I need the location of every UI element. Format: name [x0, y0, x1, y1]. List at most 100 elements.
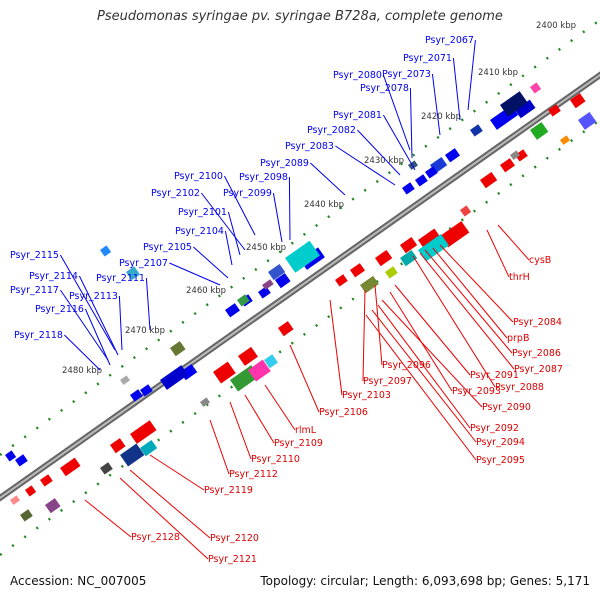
leader-line: [357, 129, 401, 176]
gene-label-reverse: Psyr_2121: [208, 554, 257, 565]
gene-label-forward: Psyr_2099: [223, 188, 272, 199]
leader-line: [409, 87, 413, 159]
gene-glyph: [140, 384, 153, 397]
gene-glyph: [257, 286, 271, 299]
leader-line: [371, 309, 477, 443]
gene-glyph: [100, 245, 112, 257]
leader-line: [84, 308, 111, 366]
kbp-label: 2430 kbp: [364, 156, 404, 166]
gene-glyph: [237, 346, 258, 366]
gene-label-forward: Psyr_2078: [360, 83, 409, 94]
gene-label-forward: Psyr_2083: [285, 141, 334, 152]
gene-glyph: [509, 150, 520, 160]
gene-label-reverse: Psyr_2094: [476, 437, 525, 448]
gene-label-reverse: Psyr_2110: [251, 454, 300, 465]
gene-glyph: [237, 294, 250, 307]
gene-label-forward: Psyr_2067: [425, 35, 474, 46]
gene-label-forward: Psyr_2117: [10, 285, 59, 296]
gene-label-forward: Psyr_2089: [260, 158, 309, 169]
gene-glyph: [385, 266, 398, 279]
gene-label-forward: Psyr_2101: [178, 207, 227, 218]
gene-label-forward: Psyr_2073: [382, 69, 431, 80]
kbp-label: 2440 kbp: [304, 200, 344, 210]
leader-line: [229, 401, 252, 460]
leader-line: [452, 57, 461, 121]
leader-line: [335, 145, 396, 186]
gene-glyph: [335, 274, 348, 287]
leader-line: [169, 262, 221, 286]
gene-label-reverse: Psyr_2109: [274, 438, 323, 449]
gene-glyph: [248, 359, 271, 382]
gene-glyph: [530, 82, 542, 94]
gene-label-forward: Psyr_2071: [403, 53, 452, 64]
gene-label-reverse: Psyr_2084: [513, 317, 562, 328]
gene-features: [5, 82, 597, 522]
summary-text: Topology: circular; Length: 6,093,698 bp…: [260, 574, 590, 588]
gene-glyph: [359, 275, 379, 294]
gene-glyph: [560, 135, 570, 145]
gene-label-reverse: Psyr_2092: [470, 423, 519, 434]
gene-label-forward: Psyr_2080: [333, 70, 382, 81]
gene-glyph: [200, 397, 210, 407]
leader-line: [118, 295, 123, 351]
gene-glyph: [285, 240, 320, 273]
gene-label-reverse: Psyr_2090: [482, 402, 531, 413]
leader-line: [432, 247, 508, 339]
gene-glyph: [14, 454, 28, 467]
kbp-label: 2410 kbp: [478, 68, 518, 78]
gene-label-forward: Psyr_2113: [69, 291, 118, 302]
gene-glyph: [100, 462, 113, 475]
gene-glyph: [500, 158, 515, 173]
gene-glyph: [264, 354, 278, 369]
gene-glyph: [19, 509, 33, 522]
gene-glyph: [418, 228, 442, 250]
gene-glyph: [10, 495, 20, 505]
gene-glyph: [109, 438, 126, 454]
leader-line: [289, 344, 320, 413]
leader-line: [329, 299, 343, 396]
gene-label-reverse: Psyr_2096: [382, 360, 431, 371]
leader-line: [381, 299, 483, 408]
gene-label-forward: Psyr_2100: [174, 171, 223, 182]
gene-label-forward: Psyr_2081: [333, 110, 382, 121]
kbp-ticks: 2400 kbp 2410 kbp 2420 kbp 2430 kbp 2440 kbp…: [62, 21, 576, 376]
leader-line: [84, 499, 132, 538]
leader-line: [431, 73, 441, 136]
gene-label-reverse: Psyr_2093: [452, 386, 501, 397]
gene-label-reverse: Psyr_2119: [204, 485, 253, 496]
gene-glyph: [140, 439, 158, 457]
gene-label-reverse: Psyr_2086: [512, 348, 561, 359]
gene-label-reverse: Psyr_2128: [131, 532, 180, 543]
gene-label-reverse: Psyr_2097: [363, 376, 412, 387]
leader-line: [467, 39, 476, 111]
leader-line: [439, 244, 514, 323]
leader-line: [365, 314, 477, 461]
kbp-label: 2400 kbp: [536, 21, 576, 31]
gene-label-forward: Psyr_2082: [307, 125, 356, 136]
gene-glyph: [460, 205, 472, 217]
gene-glyph: [514, 149, 528, 162]
gene-glyph: [570, 93, 586, 109]
gene-glyph: [499, 91, 528, 117]
leader-line: [419, 252, 515, 370]
gene-glyph: [225, 303, 240, 318]
leader-line: [382, 114, 416, 171]
gene-label-forward: Psyr_2104: [175, 226, 224, 237]
gene-glyph: [530, 121, 549, 140]
gene-glyph: [578, 111, 597, 130]
leader-line: [382, 74, 411, 151]
kbp-label: 2480 kbp: [62, 366, 102, 376]
leader-line: [244, 394, 275, 444]
gene-label-forward: Psyr_2098: [239, 172, 288, 183]
gene-label-forward: Psyr_2111: [96, 273, 145, 284]
leader-line: [224, 230, 233, 266]
gene-glyph: [268, 263, 286, 281]
kbp-label: 2420 kbp: [421, 112, 461, 122]
gene-glyph: [213, 361, 236, 384]
kbp-label: 2450 kbp: [246, 243, 286, 253]
gene-glyph: [262, 279, 274, 290]
gene-glyph: [375, 249, 393, 267]
gene-glyph: [400, 249, 418, 267]
map-title: Pseudomonas syringae pv. syringae B728a,…: [97, 9, 503, 24]
gene-glyph: [119, 443, 145, 467]
